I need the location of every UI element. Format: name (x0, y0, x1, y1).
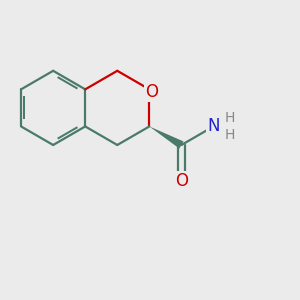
Text: O: O (145, 83, 158, 101)
Text: H: H (225, 128, 235, 142)
Text: N: N (207, 117, 220, 135)
Text: H: H (225, 111, 235, 125)
Polygon shape (149, 126, 184, 148)
Text: O: O (175, 172, 188, 190)
